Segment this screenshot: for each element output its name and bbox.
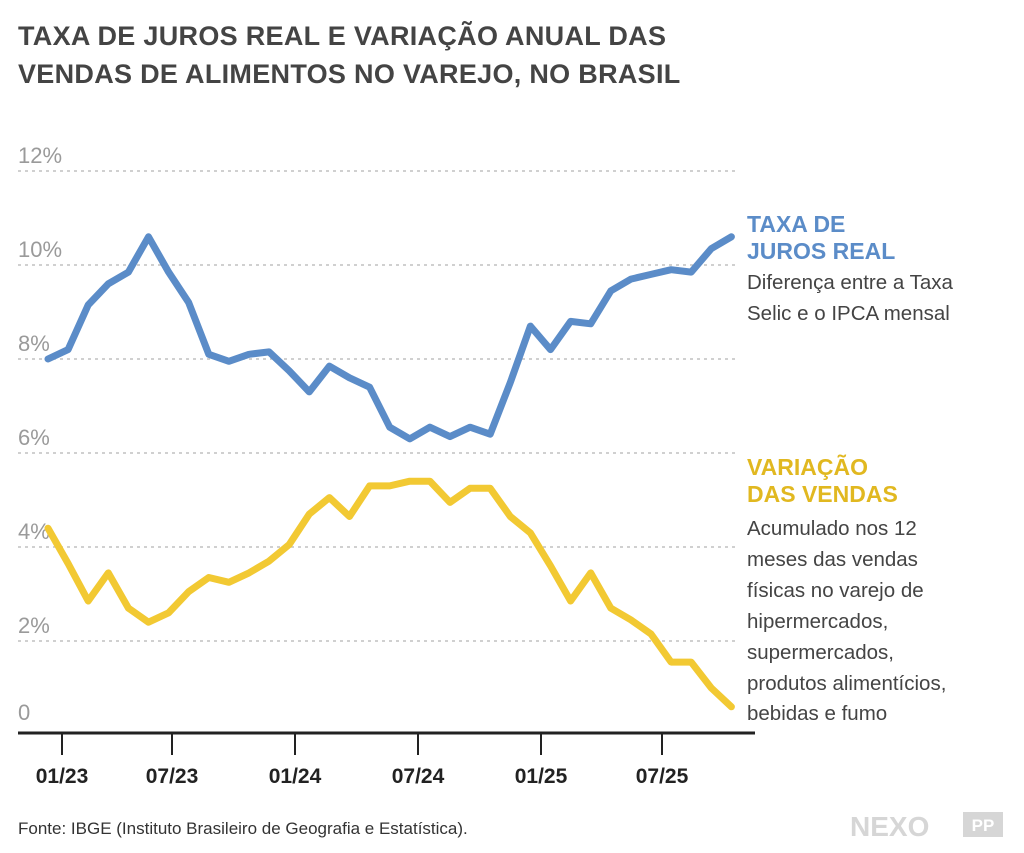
x-tick-label: 07/25 [636,765,689,788]
chart-title-line-1: TAXA DE JUROS REAL E VARIAÇÃO ANUAL DAS [18,20,666,51]
line-juros-real [44,233,735,443]
chart-title-line-2: VENDAS DE ALIMENTOS NO VAREJO, NO BRASIL [18,59,681,89]
legend-vendas: VARIAÇÃO DAS VENDAS Acumulado nos 12 mes… [747,453,946,725]
logo-text: NEXO [850,811,929,842]
legend-vendas-title-1: VARIAÇÃO [747,453,868,480]
legend-juros-title-1: TAXA DE [747,211,845,237]
y-tick-label: 6% [18,425,50,450]
source-note: Fonte: IBGE (Instituto Brasileiro de Geo… [18,819,468,838]
logo-badge-text: PP [972,816,995,835]
legend-vendas-desc-7: bebidas e fumo [747,702,887,725]
y-tick-label: 10% [18,237,62,262]
x-axis: 01/23 07/23 01/24 07/24 01/25 07/25 [18,731,755,788]
y-tick-label: 2% [18,613,50,638]
legend-juros-desc-1: Diferença entre a Taxa [747,271,953,294]
legend-vendas-desc-1: Acumulado nos 12 [747,517,917,540]
y-axis-labels: 0 2% 4% 6% 8% 10% 12% [18,143,62,725]
gridlines [18,170,738,642]
nexo-logo: NEXO PP [850,811,1003,842]
legend-juros-desc-2: Selic e o IPCA mensal [747,302,950,325]
legend-vendas-desc-3: físicas no varejo de [747,579,924,602]
legend-vendas-desc-6: produtos alimentícios, [747,672,946,695]
y-tick-label: 0 [18,700,30,725]
x-tick-label: 01/25 [515,765,568,788]
legend-vendas-desc-5: supermercados, [747,641,894,664]
line-variacao-vendas [44,477,735,711]
y-tick-label: 4% [18,519,50,544]
legend-vendas-desc-2: meses das vendas [747,548,918,571]
logo-badge [963,812,1003,837]
x-tick-label: 07/24 [392,765,445,788]
y-tick-label: 12% [18,143,62,168]
x-tick-label: 01/23 [36,765,89,788]
legend-juros-title-2: JUROS REAL [747,238,895,264]
y-tick-label: 8% [18,331,50,356]
x-tick-label: 07/23 [146,765,199,788]
legend-vendas-title-2: DAS VENDAS [747,481,898,507]
series-lines [44,233,735,711]
legend-vendas-desc-4: hipermercados, [747,610,888,633]
legend-juros: TAXA DE JUROS REAL Diferença entre a Tax… [747,211,953,325]
x-tick-label: 01/24 [269,765,322,788]
